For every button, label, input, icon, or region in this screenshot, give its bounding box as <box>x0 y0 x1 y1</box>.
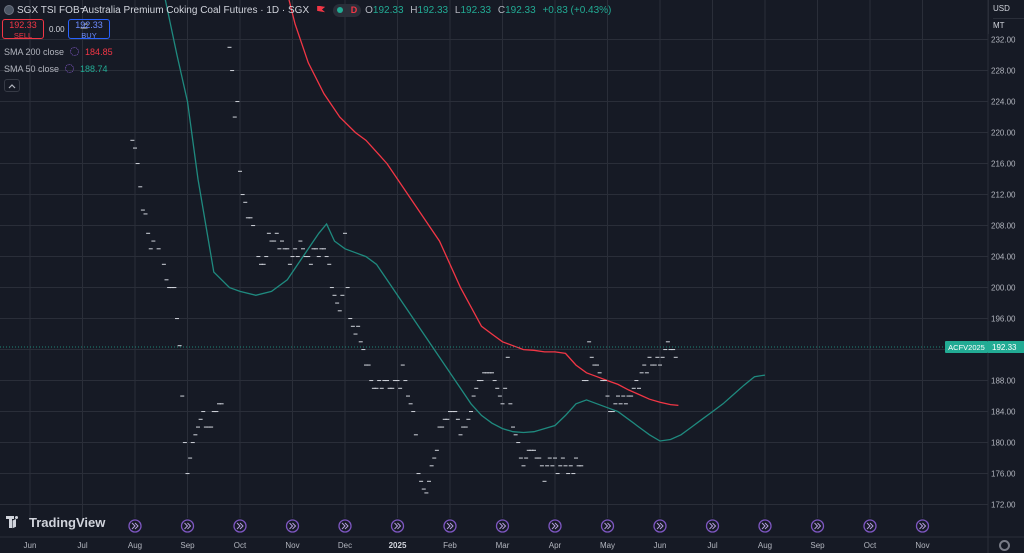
price-tick-label: 184.00 <box>991 408 1016 417</box>
event-arrows <box>394 522 402 530</box>
price-tick-label: 172.00 <box>991 501 1016 510</box>
forward-event-icon[interactable] <box>233 519 247 533</box>
tradingview-mark-icon <box>6 516 26 529</box>
price-tick-label: 216.00 <box>991 160 1016 169</box>
time-tick-label: Jun <box>654 541 667 550</box>
sell-price: 192.33 <box>9 20 37 30</box>
forward-event-icon[interactable] <box>810 519 825 533</box>
event-arrows <box>814 522 822 530</box>
time-tick-label: Dec <box>338 541 352 550</box>
sell-button[interactable]: 192.33 SELL <box>2 19 44 40</box>
forward-event-icon[interactable] <box>390 519 405 533</box>
time-tick-label: 2025 <box>389 541 407 550</box>
time-tick-label: Sep <box>810 541 825 550</box>
forward-event-icon[interactable] <box>495 519 510 533</box>
price-tick-label: 196.00 <box>991 315 1016 324</box>
time-tick-label: Jun <box>24 541 37 550</box>
price-tick-label: 180.00 <box>991 439 1016 448</box>
currency-button[interactable]: USD <box>993 4 1010 13</box>
unit-button[interactable]: MT <box>993 18 1024 32</box>
event-arrows <box>499 522 507 530</box>
price-tick-label: 204.00 <box>991 253 1016 262</box>
forward-event-icon[interactable] <box>705 519 720 533</box>
price-tick-label: 176.00 <box>991 470 1016 479</box>
forward-event-icon[interactable] <box>915 519 930 533</box>
sma-50-path <box>164 0 766 442</box>
time-tick-label: Mar <box>496 541 510 550</box>
forward-event-icon[interactable] <box>443 519 457 533</box>
last-price-tag <box>945 341 988 353</box>
forward-event-icon[interactable] <box>653 519 667 533</box>
event-arrows <box>656 522 664 530</box>
event-arrows <box>184 522 192 530</box>
buy-price: 192.33 <box>75 20 103 30</box>
sma-200-path <box>288 0 679 407</box>
gear-icon[interactable] <box>999 540 1010 551</box>
sell-label: SELL <box>13 31 33 40</box>
time-tick-label: Oct <box>234 541 247 550</box>
sma-50-line <box>164 0 766 442</box>
price-tick-label: 224.00 <box>991 98 1016 107</box>
time-tick-label: Nov <box>285 541 299 550</box>
time-tick-label: Oct <box>864 541 877 550</box>
forward-event-icon[interactable] <box>338 519 352 533</box>
axis-settings: USD MT <box>988 0 1024 34</box>
price-tick-label: 232.00 <box>991 36 1016 45</box>
event-arrows <box>236 522 244 530</box>
event-arrows <box>551 522 559 530</box>
collapse-legend-button[interactable] <box>4 79 20 92</box>
time-tick-label: Sep <box>180 541 195 550</box>
forward-event-icon[interactable] <box>548 519 562 533</box>
last-price-value: 192.33 <box>992 343 1017 352</box>
price-tick-label: 188.00 <box>991 377 1016 386</box>
event-arrows <box>341 522 349 530</box>
price-marks <box>80 8 678 494</box>
brand-name: TradingView <box>29 514 106 530</box>
forward-event-icon[interactable] <box>180 519 195 533</box>
time-tick-label: Aug <box>758 541 772 550</box>
forward-event-icon[interactable] <box>128 519 142 533</box>
time-tick-label: Apr <box>549 541 562 550</box>
time-tick-label: Jul <box>707 541 717 550</box>
price-tick-label: 220.00 <box>991 129 1016 138</box>
price-tick-label: 228.00 <box>991 67 1016 76</box>
time-tick-label: Feb <box>443 541 457 550</box>
event-arrows <box>761 522 769 530</box>
time-tick-label: May <box>600 541 615 550</box>
time-tick-label: Jul <box>77 541 87 550</box>
tradingview-logo[interactable]: TradingView <box>6 513 105 531</box>
time-tick-label: Nov <box>915 541 929 550</box>
price-tick-label: 212.00 <box>991 191 1016 200</box>
forward-event-icon[interactable] <box>758 519 772 533</box>
forward-event-icon[interactable] <box>600 519 615 533</box>
last-price-tag-label: ACFV2025 <box>948 343 985 352</box>
event-markers[interactable] <box>128 519 930 533</box>
time-axis: Jun Jul Aug Sep Oct Nov Dec 2025 Feb Mar Apr May Jun… <box>0 536 1024 550</box>
event-arrows <box>604 522 612 530</box>
forward-event-icon[interactable] <box>863 519 877 533</box>
chevron-up-icon <box>8 84 16 89</box>
buy-button[interactable]: 192.33 BUY <box>68 19 110 40</box>
event-arrows <box>446 522 454 530</box>
event-arrows <box>866 522 874 530</box>
event-arrows <box>289 522 297 530</box>
event-arrows <box>919 522 927 530</box>
last-price-value-box <box>988 341 1024 353</box>
event-arrows <box>131 522 139 530</box>
price-tick-label: 208.00 <box>991 222 1016 231</box>
time-tick-label: Aug <box>128 541 142 550</box>
buy-label: BUY <box>81 31 97 40</box>
price-tick-label: 200.00 <box>991 284 1016 293</box>
forward-event-icon[interactable] <box>285 519 300 533</box>
chart-grid <box>0 0 988 518</box>
event-arrows <box>709 522 717 530</box>
sma-200-line <box>288 0 679 407</box>
